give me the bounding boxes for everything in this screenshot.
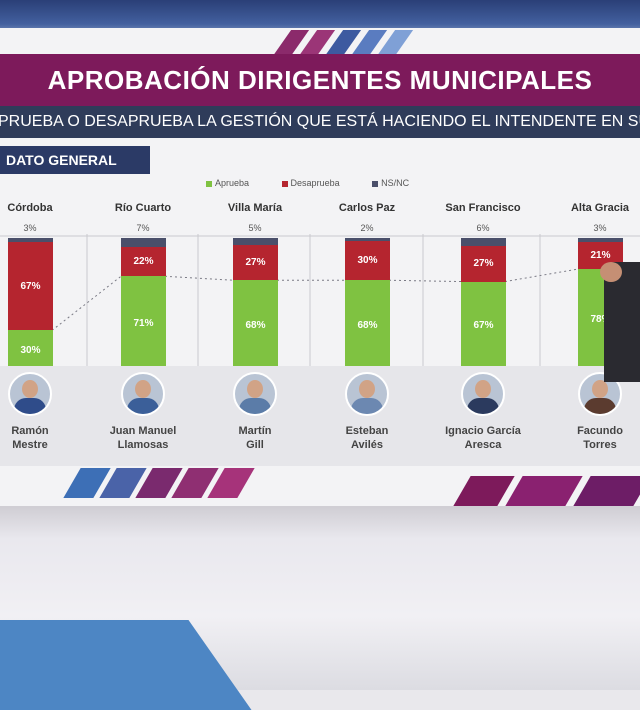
candidate-name: Facundo Torres [550,424,640,452]
bar-segment-nsnc [121,238,166,248]
decorative-top-stripes [272,30,414,56]
nsnc-label: 7% [136,223,150,233]
candidate-first-name: Ramón [11,425,49,437]
stacked-bar: 21% 78% [578,238,623,370]
presenter-hand [600,262,622,282]
video-wall: APROBACIÓN DIRIGENTES MUNICIPALES PRUEBA… [0,28,640,506]
photo-body [14,398,46,414]
legend-nsnc: NS/NC [372,178,409,188]
dato-general-tab: DATO GENERAL [0,146,150,174]
candidate-photo [233,372,277,416]
bar-segment-approve: 68% [345,280,390,370]
bar-segment-disapprove: 67% [8,241,53,331]
legend-approve: Aprueba [206,178,249,188]
bar-segment-approve: 71% [121,276,166,370]
candidate-last-name: Mestre [12,439,48,451]
candidate-last-name: Torres [583,439,617,451]
candidate-name: Esteban Avilés [317,424,417,452]
bar-segment-nsnc [578,238,623,242]
candidate-first-name: Facundo [577,425,623,437]
category-label: Río Cuarto [114,202,172,214]
title-band: APROBACIÓN DIRIGENTES MUNICIPALES [0,54,640,106]
photo-head [135,380,151,398]
candidate-photo [345,372,389,416]
candidate-last-name: Gill [246,439,264,451]
candidate-name: Ignacio García Aresca [433,424,533,452]
photo-head [247,380,263,398]
legend-disapprove-label: Desaprueba [290,178,340,188]
photo-head [475,380,491,398]
photo-body [351,398,383,414]
candidate-last-name: Llamosas [117,439,169,451]
bar-segment-disapprove: 27% [461,245,506,282]
legend-disapprove: Desaprueba [281,178,340,188]
bar-segment-disapprove: 30% [345,240,390,281]
candidate-first-name: Ignacio García [445,425,521,437]
candidate-photo [461,372,505,416]
candidate-first-name: Martín [238,425,272,437]
trend-dotted-line [51,275,122,331]
candidate-photo [121,372,165,416]
photo-body [467,398,499,414]
subtitle-band: PRUEBA O DESAPRUEBA LA GESTIÓN QUE ESTÁ … [0,106,640,138]
candidate-last-name: Aresca [464,439,502,451]
trend-dotted-line [164,275,234,281]
photo-head [592,380,608,398]
bar-segment-disapprove: 22% [121,247,166,277]
bar-segment-disapprove: 27% [233,244,278,281]
nsnc-label: 2% [360,223,374,233]
category-label: Carlos Paz [338,202,396,214]
photo-head [22,380,38,398]
legend-nsnc-label: NS/NC [381,178,410,188]
legend-approve-label: Aprueba [215,178,250,188]
bar-segment-approve: 68% [233,280,278,370]
category-label: Villa María [227,202,283,214]
stacked-bar: 67% 30% [8,238,53,370]
presenter-figure [604,262,640,382]
bar-segment-nsnc [233,238,278,245]
bar-segment-nsnc [8,238,53,242]
nsnc-label: 3% [593,223,607,233]
chart-title: APROBACIÓN DIRIGENTES MUNICIPALES [47,64,593,95]
category-label: Alta Gracia [570,202,630,214]
bar-segment-approve: 30% [8,330,53,370]
bar-segment-nsnc [345,238,390,241]
candidate-first-name: Esteban [345,425,389,437]
legend-nsnc-swatch [372,180,379,187]
photo-strip [0,366,640,466]
legend-approve-swatch [206,180,212,187]
candidate-name: Juan Manuel Llamosas [93,424,193,452]
stacked-bar: 30% 68% [345,238,390,370]
nsnc-label: 6% [476,223,490,233]
legend-disapprove-swatch [281,180,288,187]
stacked-bar: 22% 71% [121,238,166,370]
nsnc-label: 5% [248,223,262,233]
candidate-name: Ramón Mestre [0,424,80,452]
chart-legend: Aprueba Desaprueba NS/NC [206,178,439,188]
bar-segment-nsnc [461,238,506,246]
stacked-bar: 27% 67% [461,238,506,370]
chart-subtitle: PRUEBA O DESAPRUEBA LA GESTIÓN QUE ESTÁ … [0,113,640,130]
candidate-first-name: Juan Manuel [109,425,177,437]
photo-body [584,398,616,414]
trend-dotted-line [388,279,462,283]
photo-head [359,380,375,398]
photo-body [127,398,159,414]
bar-segment-approve: 67% [461,281,506,370]
category-label: Córdoba [7,202,53,214]
nsnc-label: 3% [23,223,37,233]
candidate-name: Martín Gill [205,424,305,452]
photo-body [239,398,271,414]
trend-dotted-line [504,268,579,283]
category-label: San Francisco [445,202,521,214]
candidate-photo [8,372,52,416]
candidate-last-name: Avilés [350,439,383,451]
stacked-bar: 27% 68% [233,238,278,370]
